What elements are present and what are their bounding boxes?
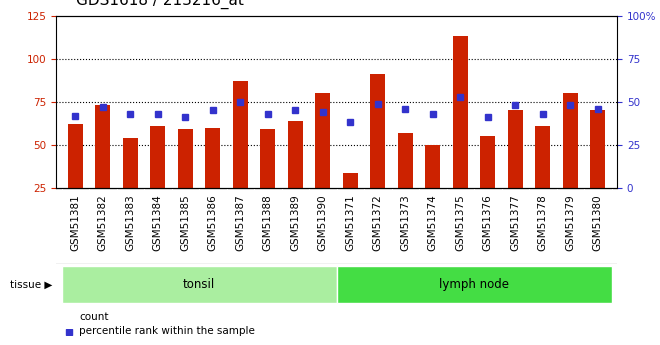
- Text: GSM51372: GSM51372: [373, 194, 383, 251]
- Bar: [178, 129, 193, 231]
- Bar: [337, 266, 612, 303]
- Text: GSM51374: GSM51374: [428, 194, 438, 251]
- Bar: [535, 126, 550, 231]
- Text: GSM51373: GSM51373: [401, 194, 411, 251]
- Bar: [61, 266, 337, 303]
- Bar: [425, 145, 440, 231]
- Bar: [315, 93, 331, 231]
- Bar: [398, 133, 413, 231]
- Text: GSM51379: GSM51379: [566, 194, 576, 251]
- Text: GSM51378: GSM51378: [538, 194, 548, 251]
- Bar: [590, 110, 605, 231]
- Bar: [150, 126, 166, 231]
- Text: GSM51376: GSM51376: [483, 194, 493, 251]
- Text: GSM51387: GSM51387: [236, 194, 246, 251]
- Text: GSM51388: GSM51388: [263, 194, 273, 251]
- Bar: [68, 124, 83, 231]
- Text: GSM51384: GSM51384: [153, 194, 163, 251]
- Text: tissue ▶: tissue ▶: [11, 280, 53, 289]
- Bar: [260, 129, 275, 231]
- Bar: [563, 93, 578, 231]
- Text: GSM51377: GSM51377: [510, 194, 520, 251]
- Text: tonsil: tonsil: [183, 278, 215, 291]
- Text: GSM51381: GSM51381: [71, 194, 81, 251]
- Bar: [205, 128, 220, 231]
- Text: GSM51375: GSM51375: [455, 194, 465, 251]
- Text: lymph node: lymph node: [439, 278, 509, 291]
- Text: GDS1618 / 213216_at: GDS1618 / 213216_at: [76, 0, 244, 9]
- Text: GSM51386: GSM51386: [208, 194, 218, 251]
- Bar: [480, 136, 496, 231]
- Bar: [95, 105, 110, 231]
- Text: GSM51382: GSM51382: [98, 194, 108, 251]
- Bar: [233, 81, 248, 231]
- Bar: [288, 121, 303, 231]
- Text: GSM51390: GSM51390: [318, 194, 328, 251]
- Bar: [123, 138, 138, 231]
- Text: GSM51385: GSM51385: [180, 194, 190, 251]
- Text: GSM51380: GSM51380: [593, 194, 603, 251]
- Bar: [370, 74, 385, 231]
- Text: percentile rank within the sample: percentile rank within the sample: [79, 326, 255, 336]
- Bar: [343, 172, 358, 231]
- Text: count: count: [79, 313, 109, 322]
- Text: GSM51383: GSM51383: [125, 194, 135, 251]
- Bar: [508, 110, 523, 231]
- Bar: [453, 36, 468, 231]
- Text: GSM51371: GSM51371: [345, 194, 355, 251]
- Text: GSM51389: GSM51389: [290, 194, 300, 251]
